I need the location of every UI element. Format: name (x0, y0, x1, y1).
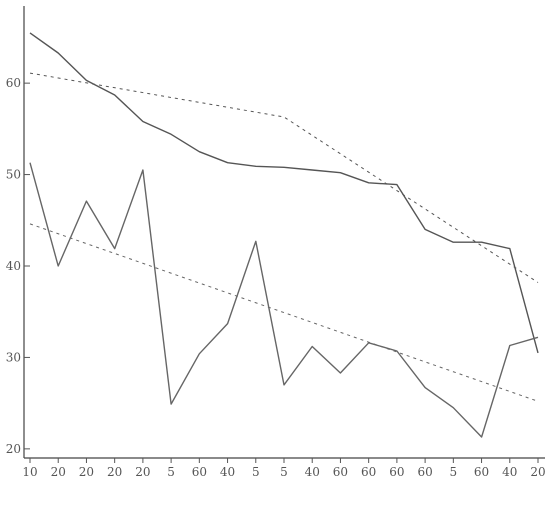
series-1-line (29, 72, 539, 283)
x-tick-label-18: 20 (530, 465, 545, 479)
x-tick-label-4: 20 (135, 465, 150, 479)
x-tick-label-8: 5 (252, 465, 260, 479)
x-tick-label-0: 10 (22, 465, 37, 479)
x-tick-label-6: 60 (192, 465, 207, 479)
x-tick-label-14: 60 (417, 465, 432, 479)
x-tick-label-12: 60 (361, 465, 376, 479)
x-tick-label-5: 5 (167, 465, 175, 479)
x-tick-label-15: 5 (450, 465, 458, 479)
x-tick-label-17: 40 (502, 465, 517, 479)
y-tick-label-3: 50 (6, 168, 21, 182)
x-tick-label-1: 20 (51, 465, 66, 479)
series-0-line (29, 32, 539, 354)
y-tick-label-1: 30 (6, 350, 21, 364)
y-ticks: 20 30 40 50 60 (6, 76, 30, 456)
x-tick-label-2: 20 (79, 465, 94, 479)
y-tick-label-4: 60 (6, 76, 21, 90)
series-layer (29, 32, 539, 438)
x-tick-label-7: 40 (220, 465, 235, 479)
series-3-line (29, 223, 539, 402)
x-ticks: 10 20 20 20 20 5 60 40 5 5 40 60 60 60 60 5 60 40 20 (22, 458, 546, 479)
series-2-line (29, 162, 539, 438)
axes (23, 6, 545, 459)
y-tick-label-0: 20 (6, 442, 21, 456)
x-tick-label-9: 5 (280, 465, 288, 479)
y-tick-label-2: 40 (6, 259, 21, 273)
x-tick-label-11: 60 (333, 465, 348, 479)
x-tick-label-3: 20 (107, 465, 122, 479)
x-tick-label-13: 60 (389, 465, 404, 479)
x-tick-label-10: 40 (305, 465, 320, 479)
x-tick-label-16: 60 (474, 465, 489, 479)
